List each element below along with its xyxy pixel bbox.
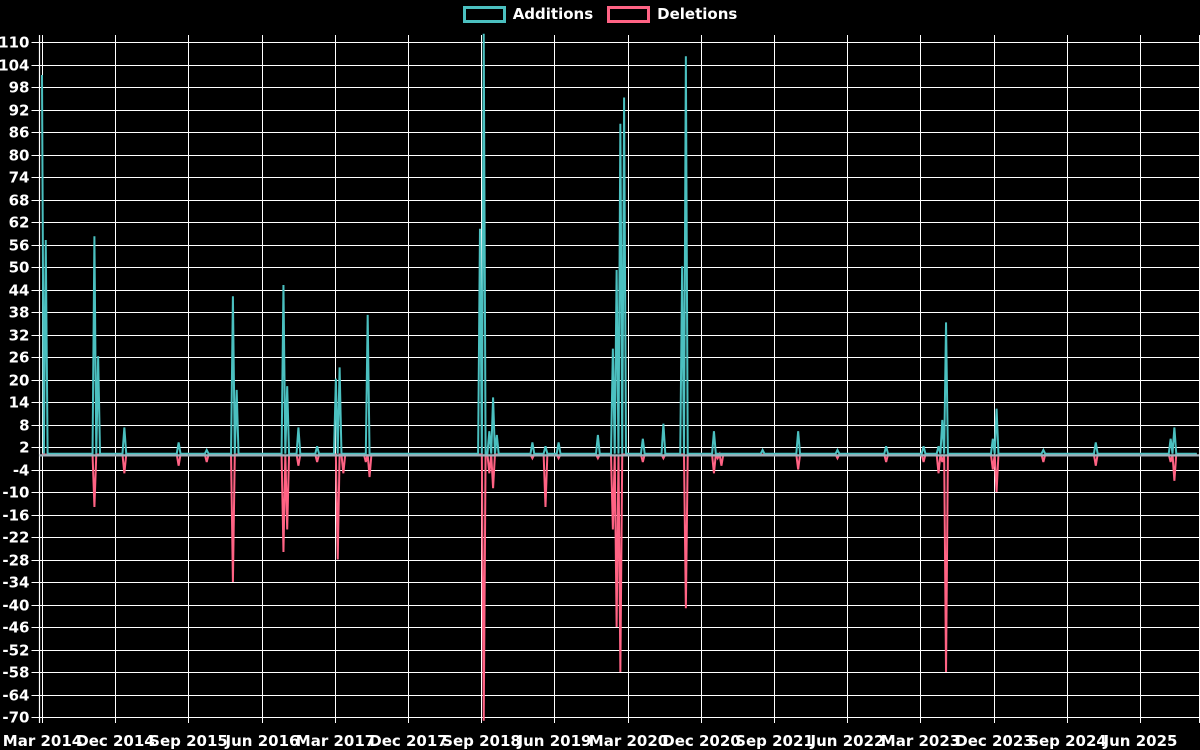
y-tick-label: -58	[2, 664, 29, 682]
y-tick-label: -70	[2, 709, 29, 727]
x-tick-label: Mar 2020	[589, 732, 668, 750]
x-tick-label: Sep 2015	[149, 732, 228, 750]
y-tick-label: 92	[9, 102, 30, 120]
x-tick-label: Mar 2023	[881, 732, 960, 750]
y-tick-label: 2	[19, 439, 29, 457]
additions-line	[41, 33, 1197, 455]
y-tick-label: 62	[9, 214, 30, 232]
y-tick-label: 68	[9, 192, 30, 210]
y-tick-label: 44	[9, 282, 30, 300]
x-tick-label: Dec 2014	[76, 732, 155, 750]
series-layer	[39, 33, 1199, 721]
deletions-swatch	[607, 6, 651, 23]
y-tick-label: 56	[9, 237, 30, 255]
x-tick-label: Jun 2016	[225, 732, 300, 750]
chart-legend: Additions Deletions	[0, 6, 1200, 23]
y-tick-label: 26	[9, 349, 30, 367]
y-tick-label: -28	[2, 552, 29, 570]
y-tick-label: -16	[2, 507, 29, 525]
y-tick-label: 110	[0, 34, 30, 52]
x-tick-label: Jun 2025	[1103, 732, 1178, 750]
x-tick-label: Mar 2014	[3, 732, 82, 750]
x-tick-label: Dec 2020	[662, 732, 741, 750]
y-tick-label: -34	[2, 574, 29, 592]
y-tick-label: 38	[9, 304, 30, 322]
y-tick-label: 32	[9, 327, 30, 345]
x-tick-label: Sep 2021	[735, 732, 814, 750]
x-tick-label: Mar 2017	[296, 732, 375, 750]
y-tick-label: -40	[2, 597, 29, 615]
deletions-line	[42, 450, 1197, 721]
legend-item-deletions[interactable]: Deletions	[607, 6, 737, 23]
y-tick-label: -64	[2, 687, 29, 705]
y-tick-label: 98	[9, 79, 30, 97]
y-tick-label: 50	[9, 259, 30, 277]
y-tick-label: -52	[2, 642, 29, 660]
y-tick-label: 8	[19, 417, 29, 435]
y-tick-label: 104	[0, 57, 30, 75]
y-tick-label: 80	[9, 147, 30, 165]
y-tick-label: 14	[9, 394, 30, 412]
y-tick-label: -46	[2, 619, 29, 637]
x-tick-label: Sep 2024	[1028, 732, 1107, 750]
x-tick-label: Jun 2022	[810, 732, 885, 750]
y-tick-label: -22	[2, 529, 29, 547]
x-tick-label: Sep 2018	[442, 732, 521, 750]
y-tick-label: -10	[2, 484, 29, 502]
x-tick-label: Jun 2019	[517, 732, 592, 750]
y-tick-label: -4	[13, 462, 30, 480]
legend-item-additions[interactable]: Additions	[462, 5, 594, 23]
deletions-legend-label: Deletions	[657, 5, 738, 23]
y-tick-label: 20	[9, 372, 30, 390]
x-tick-label: Dec 2023	[955, 732, 1034, 750]
y-tick-label: 74	[9, 169, 30, 187]
additions-swatch	[462, 6, 506, 23]
additions-legend-label: Additions	[512, 5, 594, 23]
x-tick-label: Dec 2017	[369, 732, 448, 750]
y-tick-label: 86	[9, 124, 30, 142]
